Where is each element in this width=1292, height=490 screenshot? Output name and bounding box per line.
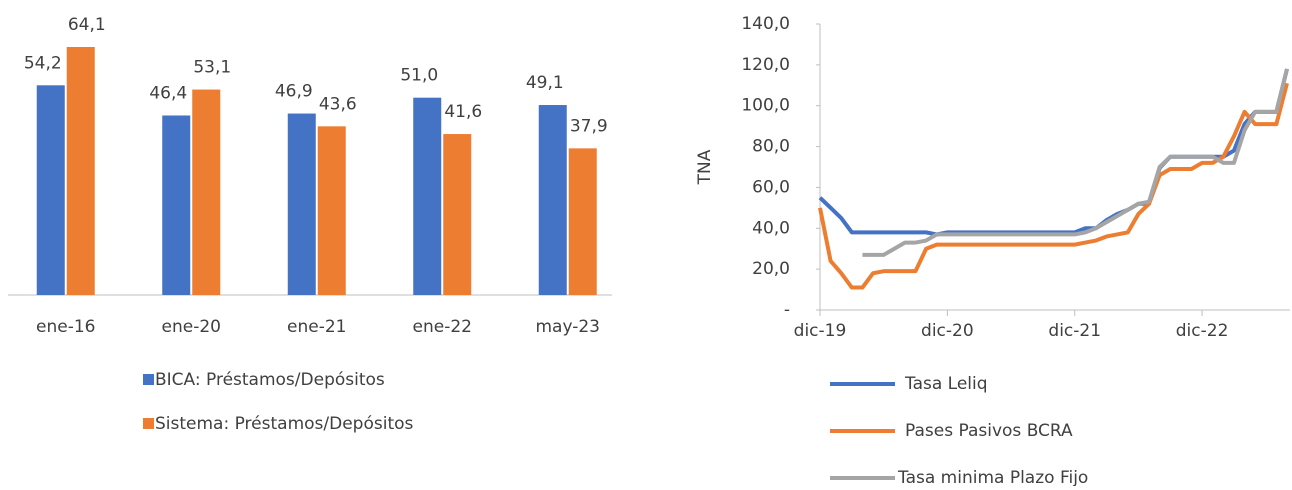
- legend-label: Pases Pasivos BCRA: [905, 421, 1073, 441]
- x-tick-label: ene-20: [162, 317, 221, 337]
- bar: [568, 148, 597, 295]
- bar: [443, 134, 472, 295]
- bar: [287, 113, 316, 295]
- y-tick-label: 20,0: [752, 259, 790, 279]
- y-tick-label: 140,0: [741, 14, 790, 34]
- y-axis-title: TNA: [695, 149, 715, 185]
- bar: [192, 89, 221, 295]
- bar: [317, 126, 346, 296]
- x-tick-label: ene-16: [36, 317, 95, 337]
- value-label: 51,0: [400, 66, 438, 86]
- x-tick-label: ene-21: [287, 317, 346, 337]
- bar: [538, 105, 567, 295]
- y-tick-label: 120,0: [741, 55, 790, 75]
- x-tick-label: ene-22: [413, 317, 472, 337]
- y-tick-label: 60,0: [752, 177, 790, 197]
- line: [818, 68, 1289, 237]
- bar: [36, 85, 65, 296]
- value-label: 54,2: [24, 53, 62, 73]
- x-tick-label: dic-20: [921, 321, 974, 341]
- value-label: 53,1: [193, 58, 231, 78]
- line: [818, 82, 1289, 290]
- x-tick-label: dic-22: [1176, 321, 1229, 341]
- value-label: 37,9: [570, 116, 608, 136]
- x-tick-label: dic-21: [1048, 321, 1101, 341]
- value-label: 64,1: [68, 15, 106, 35]
- value-label: 46,4: [149, 83, 187, 103]
- value-label: 43,6: [319, 94, 357, 114]
- y-tick-label: 40,0: [752, 218, 790, 238]
- x-tick-label: may-23: [535, 317, 600, 337]
- y-tick-label: 80,0: [752, 137, 790, 157]
- y-tick-label: -: [784, 300, 790, 320]
- legend-swatch: [143, 374, 154, 385]
- legend-label: BICA: Préstamos/Depósitos: [155, 370, 385, 390]
- bar: [413, 97, 442, 295]
- value-label: 49,1: [526, 73, 564, 93]
- y-tick-label: 100,0: [741, 96, 790, 116]
- value-label: 41,6: [444, 102, 482, 122]
- legend-label: Tasa Leliq: [904, 374, 988, 394]
- legend-label: Tasa minima Plazo Fijo: [897, 468, 1088, 486]
- x-tick-label: dic-19: [794, 321, 847, 341]
- legend-label: Sistema: Préstamos/Depósitos: [155, 414, 414, 434]
- bar: [162, 115, 191, 295]
- value-label: 46,9: [275, 82, 313, 102]
- bar: [66, 47, 95, 295]
- line: [862, 68, 1289, 257]
- legend-swatch: [143, 418, 154, 429]
